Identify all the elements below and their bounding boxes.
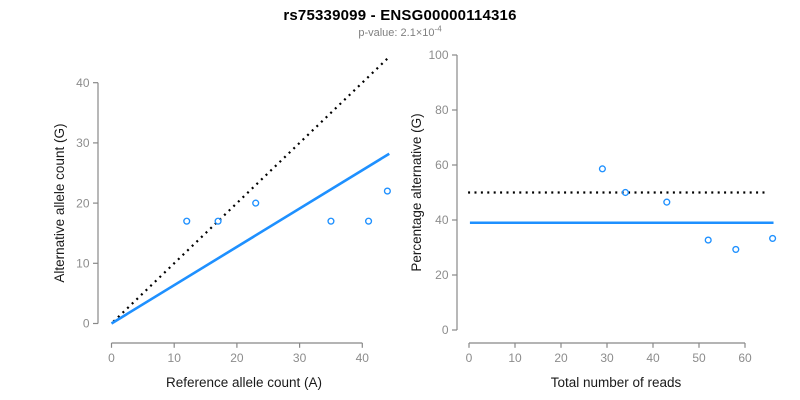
x-tick-label: 40 (356, 351, 370, 365)
x-axis-title: Total number of reads (551, 375, 682, 390)
x-axis-title: Reference allele count (A) (166, 375, 322, 390)
x-tick-label: 10 (508, 351, 522, 365)
y-tick-label: 40 (435, 213, 449, 227)
y-tick-label: 40 (76, 76, 90, 90)
y-tick-label: 30 (76, 136, 90, 150)
data-point (183, 217, 191, 225)
data-point (383, 187, 391, 195)
x-tick-label: 20 (554, 351, 568, 365)
y-tick-label: 10 (76, 257, 90, 271)
x-tick-label: 30 (600, 351, 614, 365)
fitted-ratio-line (110, 152, 390, 325)
data-point (621, 188, 629, 197)
data-point (598, 165, 606, 173)
data-point (364, 217, 373, 225)
data-point (769, 234, 777, 243)
expected-identity-line (112, 57, 389, 323)
data-point (252, 199, 260, 207)
y-tick-label: 20 (76, 196, 90, 210)
y-tick-label: 20 (435, 268, 449, 282)
allele-counts-panel: 0 10 20 30 40 0 10 20 30 40 Reference allele count… (52, 57, 391, 390)
data-point (732, 245, 740, 254)
data-point (663, 198, 671, 206)
data-point (214, 217, 222, 225)
y-tick-label: 60 (435, 158, 449, 172)
x-tick-label: 20 (230, 351, 244, 365)
y-tick-label: 0 (83, 317, 90, 331)
x-tick-label: 10 (168, 351, 182, 365)
x-tick-label: 30 (293, 351, 307, 365)
y-axis-title: Alternative allele count (G) (52, 124, 67, 283)
percentage-panel: 0 20 40 60 80 100 0 10 20 30 40 50 60 Total number of… (409, 48, 777, 390)
y-axis-title: Percentage alternative (G) (409, 113, 424, 271)
x-tick-label: 0 (108, 351, 115, 365)
data-point (704, 236, 712, 244)
x-tick-label: 40 (646, 351, 660, 365)
y-tick-label: 80 (435, 103, 449, 117)
x-tick-label: 50 (692, 351, 706, 365)
x-tick-label: 0 (466, 351, 473, 365)
data-point (327, 217, 335, 225)
y-tick-label: 0 (442, 323, 449, 337)
y-tick-label: 100 (428, 48, 448, 62)
x-tick-label: 60 (738, 351, 752, 365)
